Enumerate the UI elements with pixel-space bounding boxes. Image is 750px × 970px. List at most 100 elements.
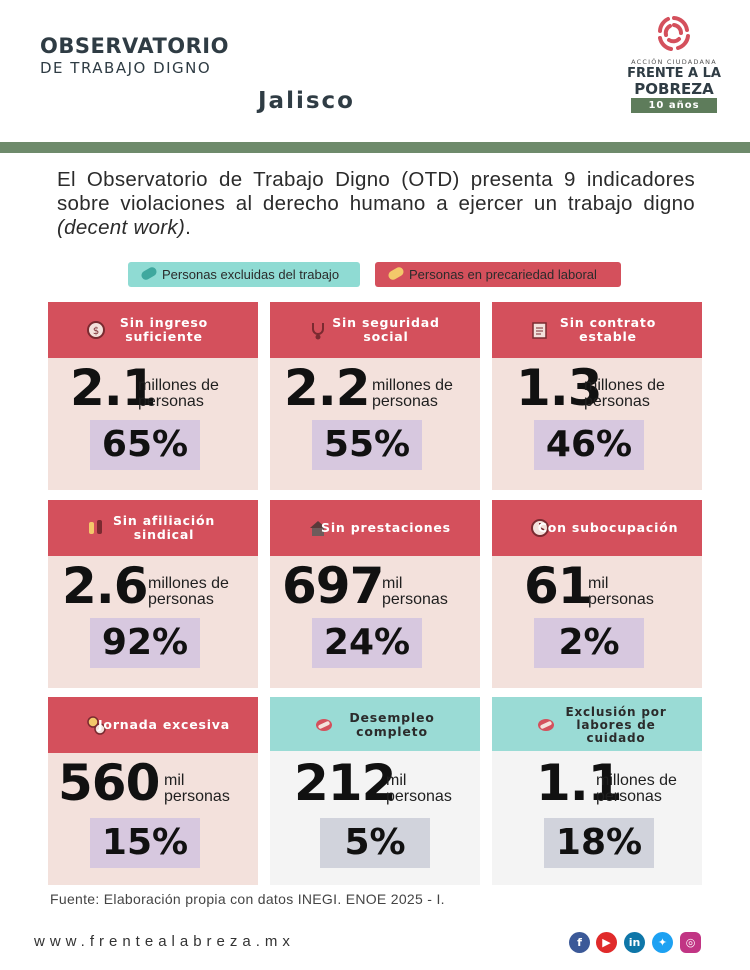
card-unit2: personas [596,788,662,805]
indicator-card: $ Sin ingreso suficiente 2.1 millones de… [48,302,258,490]
card-title: Exclusión por labores de cuidado [565,704,667,745]
facebook-icon[interactable]: f [569,932,590,953]
indicator-card: Sin seguridad social 2.2 millones de per… [270,302,480,490]
card-number: 212 [294,754,396,812]
raised-hands-icon [89,520,102,534]
indicator-card: Exclusión por labores de cuidado 1.1 mil… [492,697,702,885]
card-unit1: mil [164,772,185,789]
card-header [48,500,258,556]
brand-title: OBSERVATORIO DE TRABAJO DIGNO [40,34,229,77]
instagram-icon[interactable]: ◎ [680,932,701,953]
gears-icon [87,716,106,735]
card-unit2: personas [382,591,448,608]
intro-paragraph: El Observatorio de Trabajo Digno (OTD) p… [57,168,695,240]
legend-precarious-label: Personas en precariedad laboral [409,267,597,282]
contract-icon [532,322,547,339]
clock-icon [531,519,549,537]
svg-text:$: $ [93,326,99,337]
card-unit2: personas [148,591,214,608]
card-unit2: personas [588,591,654,608]
card-unit2: personas [164,788,230,805]
intro-end: . [185,216,192,239]
card-percent: 55% [312,420,422,470]
legend-excluded-label: Personas excluidas del trabajo [162,267,340,282]
indicator-card: Desempleo completo 212 mil personas 5% [270,697,480,885]
card-percent: 46% [534,420,644,470]
state-title: Jalisco [258,88,355,114]
intro-text: El Observatorio de Trabajo Digno (OTD) p… [57,168,695,215]
card-header [270,500,480,556]
card-title: Sin prestaciones [321,520,451,535]
card-number: 61 [524,557,593,615]
card-number: 560 [58,754,160,812]
legend-excluded: Personas excluidas del trabajo [128,262,360,287]
spiral-logo-icon [658,16,690,51]
card-percent: 18% [544,818,654,868]
card-unit1: millones de [596,772,677,789]
card-unit1: millones de [372,377,453,394]
source-note: Fuente: Elaboración propia con datos INE… [50,891,445,907]
card-number: 2.2 [284,359,371,417]
money-icon: $ [87,321,105,339]
youtube-icon[interactable]: ▶ [596,932,617,953]
card-number: 697 [282,557,384,615]
header-divider [0,142,750,153]
card-title: Sin ingreso suficiente [119,315,209,344]
logo-small-text: ACCIÓN CIUDADANA [631,58,717,66]
card-title: Sin seguridad social [332,315,440,344]
frente-pobreza-logo: ACCIÓN CIUDADANA FRENTE A LA POBREZA 10 … [626,12,722,113]
card-percent: 92% [90,618,200,668]
logo-line2: POBREZA [634,80,714,98]
card-number: 1.1 [536,754,623,812]
stethoscope-icon [312,323,324,340]
indicator-card: Sin prestaciones 697 mil personas 24% [270,500,480,688]
card-percent: 15% [90,818,200,868]
card-percent: 65% [90,420,200,470]
card-percent: 5% [320,818,430,868]
card-header [492,302,702,358]
card-unit1: mil [588,575,609,592]
brand-line2: DE TRABAJO DIGNO [40,59,212,77]
card-unit1: millones de [138,377,219,394]
card-title: Sin contrato estable [559,315,657,344]
card-percent: 24% [312,618,422,668]
card-unit2: personas [584,393,650,410]
card-title: Jornada excesiva [97,717,230,732]
card-unit2: personas [138,393,204,410]
card-header [270,697,480,751]
pill-icon [316,719,332,731]
indicator-card: Sin contrato estable 1.3 millones de per… [492,302,702,490]
indicator-card: Con subocupación 61 mil personas 2% [492,500,702,688]
card-unit1: millones de [148,575,229,592]
indicator-card: Sin afiliación sindical 2.6 millones de … [48,500,258,688]
card-header [48,302,258,358]
indicator-card: Jornada excesiva 560 mil personas 15% [48,697,258,885]
card-title: Desempleo completo [349,710,435,739]
card-unit2: personas [386,788,452,805]
legend-precarious: Personas en precariedad laboral [375,262,621,287]
card-number: 2.6 [62,557,149,615]
card-number: 1.3 [516,359,603,417]
house-icon [310,521,326,536]
card-header [492,697,702,751]
card-header [48,697,258,753]
linkedin-icon[interactable]: in [624,932,645,953]
pill-icon [538,719,554,731]
card-title: Sin afiliación sindical [112,513,216,542]
twitter-icon[interactable]: ✦ [652,932,673,953]
card-unit2: personas [372,393,438,410]
logo-line1: FRENTE A LA [627,66,721,81]
card-number: 2.1 [70,359,157,417]
logo-ribbon: 10 años [631,98,717,113]
card-header [270,302,480,358]
card-unit1: mil [386,772,407,789]
card-unit1: mil [382,575,403,592]
brand-line1: OBSERVATORIO [40,34,229,58]
card-percent: 2% [534,618,644,668]
pill-icon [139,265,159,282]
intro-emphasis: (decent work) [57,216,186,239]
card-header [492,500,702,556]
website-link[interactable]: www.frentealabreza.mx [34,933,295,950]
card-title: Con subocupación [537,520,679,535]
card-unit1: millones de [584,377,665,394]
